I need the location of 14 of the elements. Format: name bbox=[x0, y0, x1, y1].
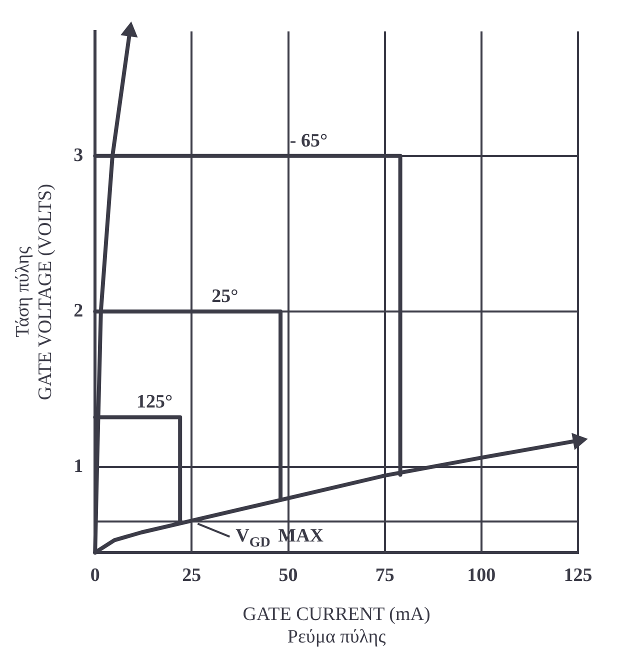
x-tick-label: 0 bbox=[90, 564, 100, 586]
x-tick-label: 50 bbox=[278, 564, 298, 586]
series-label: - 65° bbox=[290, 130, 328, 152]
y-axis-title: Τάση πύλης GATE VOLTAGE (VOLTS) bbox=[12, 184, 56, 400]
y-tick-label: 2 bbox=[74, 300, 84, 322]
x-tick-label: 100 bbox=[467, 564, 496, 586]
y-tick-label: 3 bbox=[74, 144, 84, 166]
x-tick-label: 75 bbox=[375, 564, 394, 586]
x-tick-label: 25 bbox=[182, 564, 202, 586]
series-label: 125° bbox=[136, 392, 173, 413]
x-tick-label: 125 bbox=[564, 564, 592, 586]
series-label: 25° bbox=[212, 286, 238, 307]
x-axis-title: GATE CURRENT (mA) Ρεύμα πύλης bbox=[242, 604, 430, 648]
y-tick-label: 1 bbox=[74, 456, 84, 477]
